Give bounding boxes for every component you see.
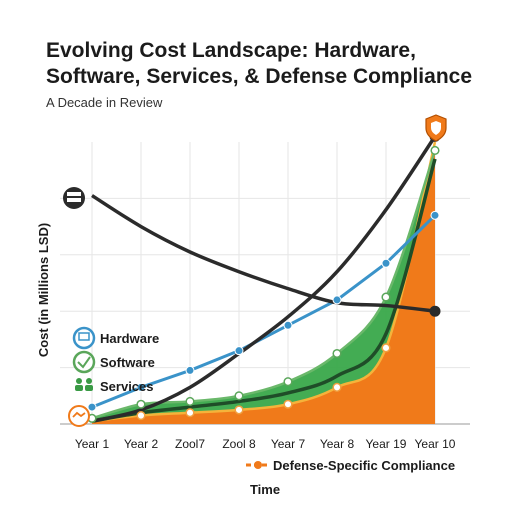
x-tick-label: Zool 8 [222,437,256,451]
compliance-point [234,405,244,415]
software-point [283,377,293,387]
hardware-point [234,346,244,356]
services-line [91,158,437,423]
chart-title: Evolving Cost Landscape: Hardware, Softw… [46,39,472,88]
compliance-area [92,142,435,424]
legend-item-services: Services [75,378,154,394]
software-point [136,399,146,409]
chart-subtitle: A Decade in Review [46,95,163,110]
software-point [234,391,244,401]
hardware-icon [72,326,96,350]
software-point [430,145,440,156]
software-line [91,150,437,420]
shield-icon [425,114,447,142]
legend-item-software: Software [72,350,155,374]
hardware-point [136,382,146,392]
software-point [185,396,195,406]
hardware-point [381,258,391,268]
software-icon [72,350,96,374]
x-tick-label: Year 8 [320,437,355,451]
x-tick-label: Year 10 [415,437,456,451]
legend-label-compliance: Defense-Specific Compliance [273,458,455,473]
x-tick-labels: Year 1 Year 2 Zool7 Zool 8 Year 7 Year 8 Year … [75,437,456,451]
trend-line-1 [91,194,436,313]
x-axis-label: Time [250,482,280,497]
legend-item-compliance: Defense-Specific Compliance [246,458,455,473]
trend-line-2 [91,135,437,423]
x-tick-label: Zool7 [175,437,205,451]
area-layer [92,142,435,424]
hardware-point [185,365,195,375]
software-area [92,150,435,424]
x-tick-label: Year 7 [271,437,306,451]
hardware-line [91,214,437,409]
compliance-point [283,399,293,409]
legend: Hardware Software Services Defense-Speci… [72,326,455,473]
x-tick-label: Year 2 [124,437,159,451]
x-tick-label: Year 1 [75,437,110,451]
software-point [332,348,342,359]
compliance-point [185,408,195,418]
handshake-icon [77,356,91,369]
trend-endpoint [429,305,441,317]
compliance-point [381,343,391,353]
people-icon [75,378,93,391]
handshake-icon [68,405,90,427]
compliance-point [332,382,342,392]
legend-label-services: Services [100,379,154,394]
x-tick-label: Year 19 [366,437,407,451]
hardware-point [332,295,342,305]
compliance-point [136,410,146,421]
y-axis-label: Cost (in Millions LSD) [36,223,51,357]
legend-item-hardware: Hardware [72,326,159,350]
legend-label-hardware: Hardware [100,331,159,346]
monitor-icon [78,332,90,341]
legend-label-software: Software [100,355,155,370]
hardware-point [430,210,440,220]
server-icon [63,187,85,209]
hardware-point [283,320,293,330]
hardware-point [87,402,97,412]
software-point [381,292,391,302]
